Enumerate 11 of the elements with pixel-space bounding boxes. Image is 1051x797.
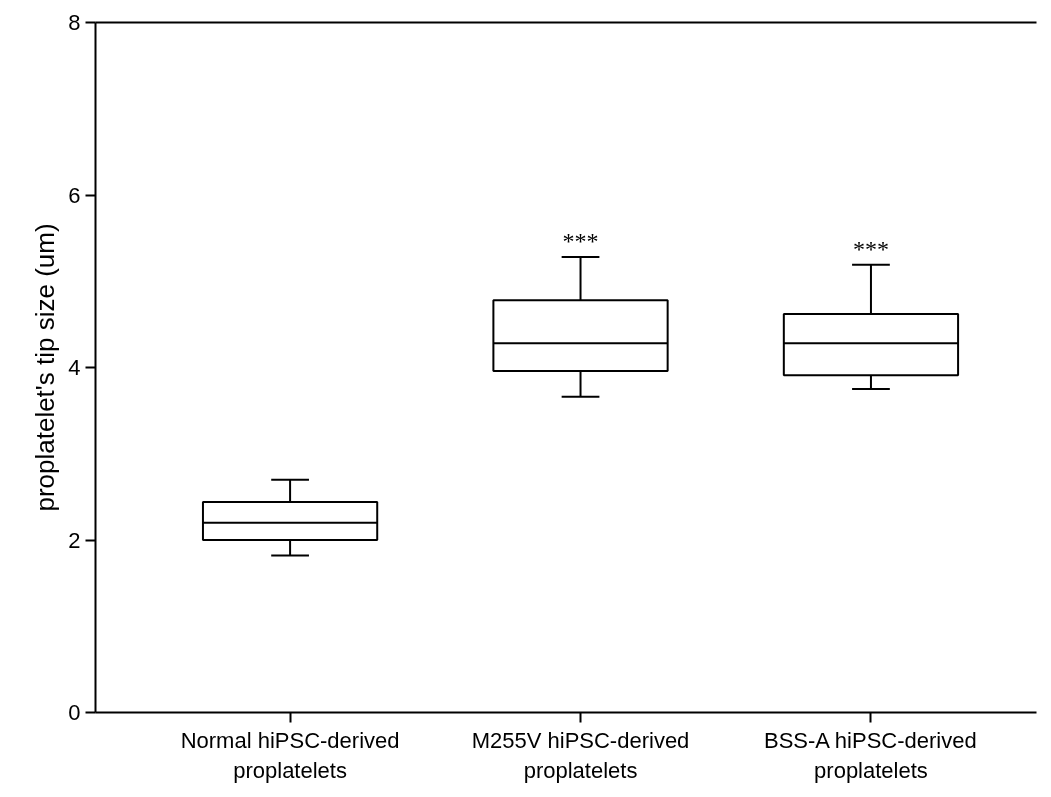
x-tick-label: Normal hiPSC-derived proplatelets: [180, 727, 400, 783]
x-tick-label: M255V hiPSC-derived proplatelets: [471, 727, 690, 783]
y-tick-label: 4: [68, 355, 81, 380]
x-tick-label: BSS-A hiPSC-derived proplatelets: [763, 727, 977, 783]
text: ***: [852, 235, 889, 262]
y-tick-label: 0: [68, 700, 81, 725]
text: ***: [562, 228, 599, 255]
y-tick-label: 8: [68, 10, 81, 35]
y-tick-label: 2: [68, 527, 81, 553]
y-tick-label: 6: [68, 182, 81, 208]
y-axis-title: proplatelet's tip size (um): [30, 223, 61, 512]
